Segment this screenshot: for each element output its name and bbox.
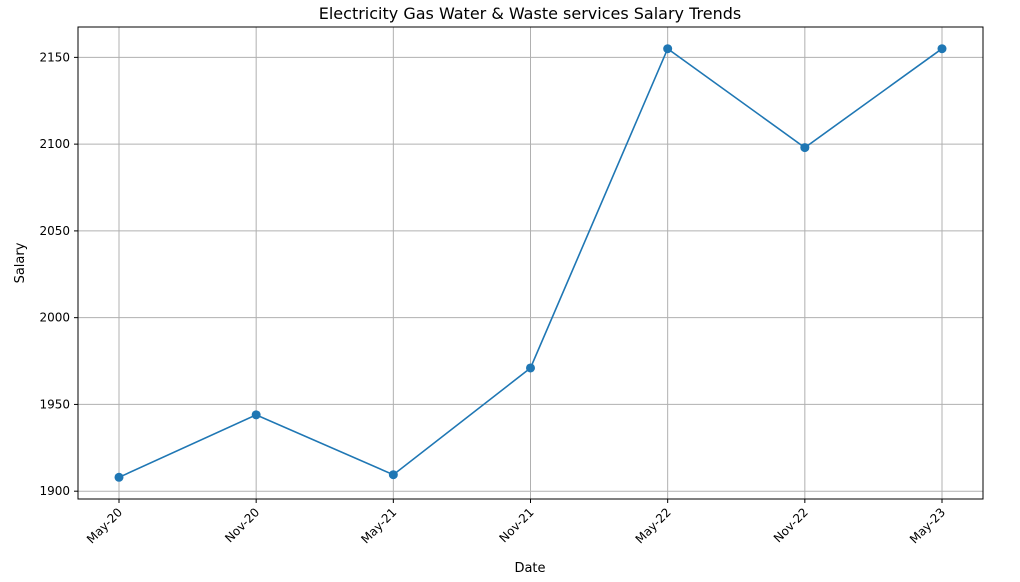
data-point [663,44,673,54]
data-point [251,410,261,420]
x-axis-ticks: May-20 Nov-20 May-21 Nov-21 May-22 Nov-22 May-… [84,499,948,546]
x-tick-label: Nov-22 [771,505,811,545]
x-tick-label: May-21 [358,505,399,546]
x-tick-label: May-20 [84,505,125,546]
x-tick-label: Nov-20 [222,505,262,545]
y-tick-label: 2050 [39,224,70,238]
chart-title: Electricity Gas Water & Waste services S… [319,4,741,23]
x-axis-label: Date [514,561,545,576]
data-point [800,143,810,153]
y-tick-label: 2150 [39,50,70,64]
x-tick-label: Nov-21 [497,505,537,545]
data-point [526,363,535,373]
x-tick-label: May-23 [907,505,948,546]
y-tick-label: 1950 [39,397,70,411]
data-point [388,470,398,480]
y-axis-label: Salary [13,242,28,283]
grid-lines [78,27,983,499]
data-point [114,472,124,482]
x-tick-label: May-22 [633,505,674,546]
data-point [937,44,947,54]
series-layer [114,44,947,482]
y-tick-label: 2000 [39,311,70,325]
y-tick-label: 1900 [39,484,70,498]
y-axis-ticks: 1900 1950 2000 2050 2100 2150 [39,50,78,498]
y-tick-label: 2100 [39,137,70,151]
